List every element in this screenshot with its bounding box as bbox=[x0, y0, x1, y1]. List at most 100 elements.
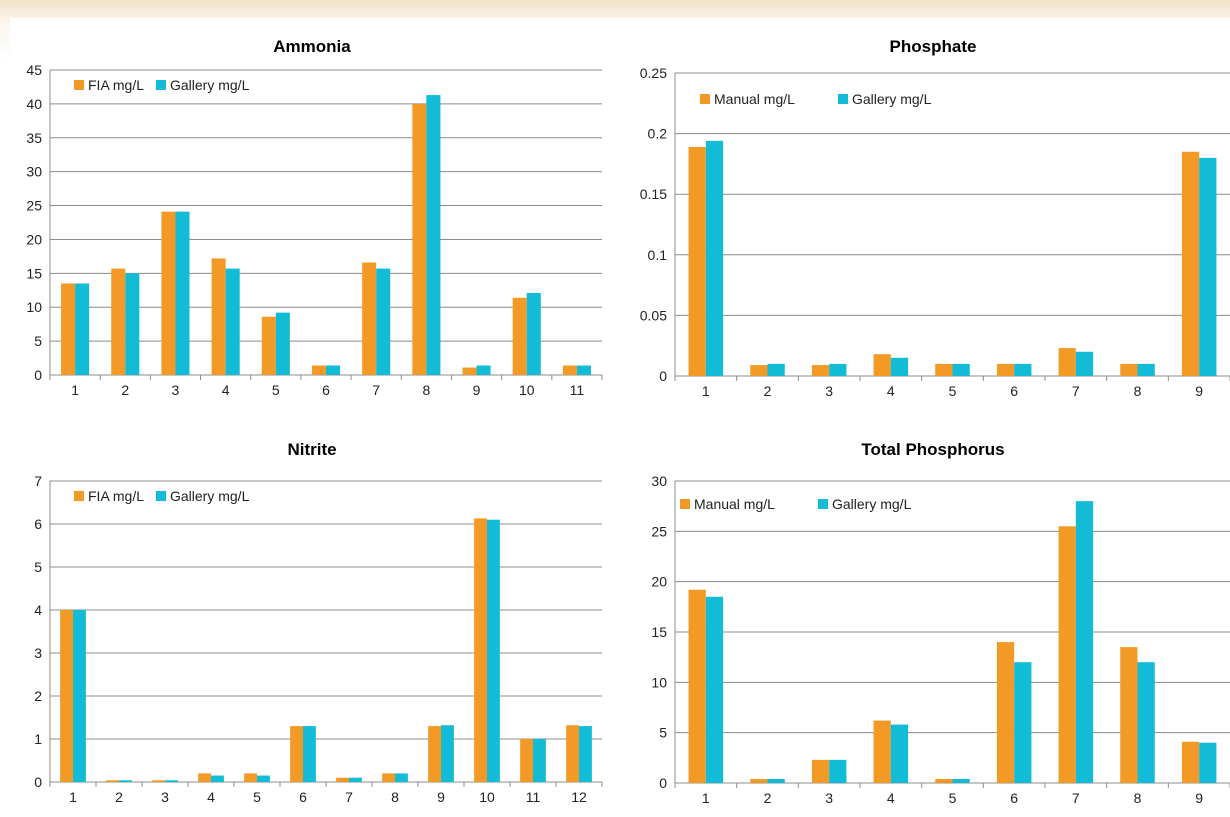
ammonia-bar-series1 bbox=[562, 365, 577, 375]
phosphate-x-tick-label: 7 bbox=[1072, 383, 1080, 399]
phosphate-x-tick-label: 9 bbox=[1195, 383, 1203, 399]
ammonia-y-tick-label: 30 bbox=[26, 164, 42, 180]
nitrite-bar-series2 bbox=[119, 780, 132, 782]
total-phosphorus-y-tick-label: 5 bbox=[659, 725, 667, 741]
nitrite-bar-series1 bbox=[566, 725, 579, 782]
nitrite-bar-series2 bbox=[487, 519, 500, 782]
phosphate-bar-series1 bbox=[1058, 348, 1076, 376]
total-phosphorus-y-tick-label: 20 bbox=[651, 574, 667, 590]
nitrite-bar-series1 bbox=[244, 773, 257, 782]
ammonia-bar-series2 bbox=[75, 283, 90, 375]
total-phosphorus-bar-series2 bbox=[705, 596, 724, 783]
ammonia-x-tick-label: 5 bbox=[272, 382, 280, 398]
phosphate-bar-series1 bbox=[750, 365, 768, 376]
total-phosphorus-bar-series2 bbox=[1199, 742, 1217, 783]
nitrite-bar-series1 bbox=[474, 518, 487, 782]
phosphate-x-tick-label: 8 bbox=[1134, 383, 1142, 399]
phosphate-bar-series2 bbox=[829, 363, 847, 376]
ammonia-legend-label: Gallery mg/L bbox=[170, 77, 250, 93]
nitrite-y-tick-label: 0 bbox=[34, 774, 42, 790]
ammonia-y-tick-label: 45 bbox=[26, 62, 42, 78]
ammonia-bar-series1 bbox=[211, 258, 226, 375]
phosphate-bar-series2 bbox=[1137, 363, 1155, 376]
total-phosphorus-x-tick-label: 4 bbox=[887, 790, 895, 806]
nitrite-x-tick-label: 3 bbox=[161, 789, 169, 805]
nitrite-x-tick-label: 2 bbox=[115, 789, 123, 805]
total-phosphorus-x-tick-label: 3 bbox=[825, 790, 833, 806]
ammonia-x-tick-label: 1 bbox=[71, 382, 79, 398]
ammonia-title: Ammonia bbox=[273, 37, 351, 56]
nitrite-x-tick-label: 4 bbox=[207, 789, 215, 805]
nitrite-y-tick-label: 2 bbox=[34, 688, 42, 704]
total-phosphorus-bar-series1 bbox=[1058, 526, 1076, 783]
phosphate-y-tick-label: 0.1 bbox=[648, 247, 668, 263]
total-phosphorus-y-tick-label: 10 bbox=[651, 674, 667, 690]
ammonia-legend-swatch bbox=[74, 80, 84, 90]
phosphate-bar-series2 bbox=[952, 363, 970, 376]
phosphate-y-tick-label: 0 bbox=[659, 368, 667, 384]
phosphate-bar-series2 bbox=[1075, 351, 1094, 376]
nitrite-x-tick-label: 5 bbox=[253, 789, 261, 805]
ammonia-bar-series2 bbox=[526, 292, 541, 375]
ammonia-x-tick-label: 3 bbox=[172, 382, 180, 398]
phosphate-x-tick-label: 2 bbox=[764, 383, 772, 399]
ammonia-legend-label: FIA mg/L bbox=[88, 77, 144, 93]
ammonia-bar-series1 bbox=[161, 211, 176, 375]
nitrite-bar-series1 bbox=[428, 726, 441, 782]
total-phosphorus-bar-series2 bbox=[1075, 501, 1094, 783]
phosphate-legend-swatch bbox=[700, 94, 710, 104]
nitrite-x-tick-label: 11 bbox=[526, 789, 541, 805]
phosphate-x-tick-label: 5 bbox=[949, 383, 957, 399]
total-phosphorus-bar-series1 bbox=[935, 778, 953, 783]
total-phosphorus-legend-swatch bbox=[680, 499, 690, 509]
nitrite-y-tick-label: 6 bbox=[34, 516, 42, 532]
nitrite-x-tick-label: 1 bbox=[69, 789, 77, 805]
total-phosphorus-bar-series1 bbox=[996, 642, 1015, 783]
phosphate-bar-series1 bbox=[935, 363, 953, 376]
ammonia-y-tick-label: 0 bbox=[34, 367, 42, 383]
total-phosphorus-y-tick-label: 0 bbox=[659, 775, 667, 791]
nitrite-bar-series2 bbox=[303, 726, 316, 782]
phosphate-x-tick-label: 1 bbox=[702, 383, 710, 399]
chart-sheet: Ammonia 0 5 10 15 20 25 30 35 40 45 1 2 3 4 5 6 7 8 9 10 11 FI… bbox=[10, 18, 1230, 817]
ammonia-y-tick-label: 25 bbox=[26, 198, 42, 214]
nitrite-bar-series1 bbox=[60, 610, 73, 782]
phosphate-bar-series1 bbox=[811, 365, 830, 376]
total-phosphorus-legend-label: Gallery mg/L bbox=[832, 496, 912, 512]
total-phosphorus-x-tick-label: 8 bbox=[1134, 790, 1142, 806]
nitrite-bar-series1 bbox=[152, 780, 165, 782]
total-phosphorus-bar-series2 bbox=[767, 778, 785, 783]
nitrite-legend-swatch bbox=[74, 491, 84, 501]
total-phosphorus-legend-swatch bbox=[818, 499, 828, 509]
ammonia-y-tick-label: 40 bbox=[26, 96, 42, 112]
nitrite-bar-series2 bbox=[165, 780, 178, 782]
total-phosphorus-bar-series2 bbox=[829, 759, 847, 783]
nitrite-bar-series1 bbox=[106, 780, 119, 782]
ammonia-x-tick-label: 2 bbox=[121, 382, 129, 398]
phosphate-y-tick-label: 0.25 bbox=[640, 65, 667, 81]
ammonia-y-tick-label: 10 bbox=[26, 299, 42, 315]
nitrite-bar-series1 bbox=[198, 773, 211, 782]
ammonia-y-tick-label: 15 bbox=[26, 265, 42, 281]
ammonia-bar-series2 bbox=[275, 312, 290, 375]
total-phosphorus-bar-series1 bbox=[750, 778, 768, 783]
nitrite-legend-swatch bbox=[156, 491, 166, 501]
ammonia-bar-series1 bbox=[412, 103, 427, 375]
total-phosphorus-x-tick-label: 1 bbox=[702, 790, 710, 806]
ammonia-bar-series1 bbox=[261, 316, 276, 375]
total-phosphorus-bar-series1 bbox=[688, 589, 706, 783]
nitrite-bar-series2 bbox=[73, 610, 86, 782]
ammonia-bar-series2 bbox=[225, 268, 240, 375]
ammonia-x-tick-label: 8 bbox=[422, 382, 430, 398]
total-phosphorus-x-tick-label: 9 bbox=[1195, 790, 1203, 806]
phosphate-bar-series2 bbox=[890, 357, 909, 376]
total-phosphorus-y-tick-label: 30 bbox=[651, 473, 667, 489]
total-phosphorus-x-tick-label: 6 bbox=[1010, 790, 1018, 806]
ammonia-legend-swatch bbox=[156, 80, 166, 90]
phosphate-legend-swatch bbox=[838, 94, 848, 104]
nitrite-bar-series1 bbox=[336, 777, 349, 782]
nitrite-x-tick-label: 10 bbox=[479, 789, 495, 805]
total-phosphorus-bar-series1 bbox=[1181, 741, 1200, 783]
ammonia-bar-series2 bbox=[376, 268, 391, 375]
ammonia-x-tick-label: 7 bbox=[372, 382, 380, 398]
